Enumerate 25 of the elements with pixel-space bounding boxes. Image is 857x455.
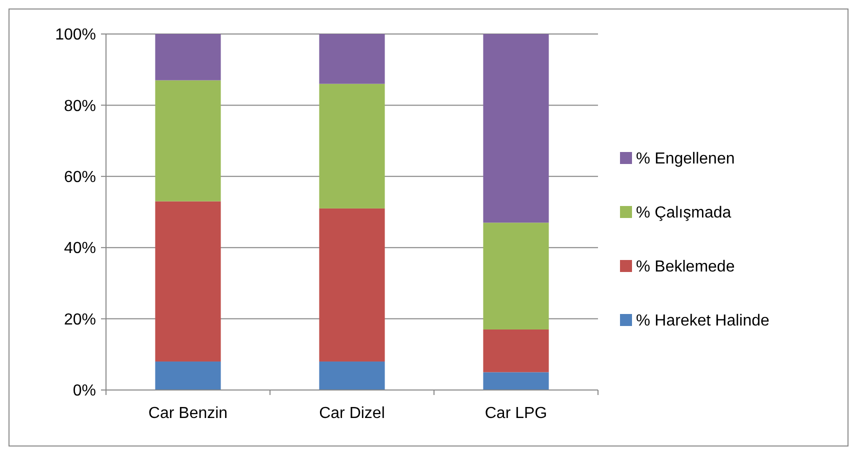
bar (319, 84, 385, 208)
y-tick-label: 20% (64, 311, 96, 328)
x-tick-label: Car LPG (484, 405, 548, 422)
x-tick-label: Car Benzin (148, 405, 228, 422)
y-tick-label: 100% (55, 26, 96, 44)
bar (155, 201, 221, 362)
bar (483, 372, 549, 390)
bar (155, 80, 221, 202)
bar (483, 222, 549, 330)
x-tick-label: Car Dizel (319, 405, 385, 422)
y-tick-label: 60% (64, 169, 96, 186)
bar (319, 208, 385, 362)
y-tick-label: 40% (64, 240, 96, 258)
bar (483, 329, 549, 372)
bar (319, 362, 385, 390)
legend-label: % Engellenen (636, 150, 735, 168)
bar (483, 34, 549, 223)
y-tick-label: 80% (64, 98, 96, 115)
bar (155, 34, 221, 80)
y-tick-label: 0% (72, 382, 96, 400)
bar (155, 362, 221, 390)
legend-label: % Beklemede (636, 258, 735, 276)
legend-label: % Çalışmada (636, 204, 732, 222)
legend-label: % Hareket Halinde (636, 312, 770, 330)
bar (319, 34, 385, 84)
